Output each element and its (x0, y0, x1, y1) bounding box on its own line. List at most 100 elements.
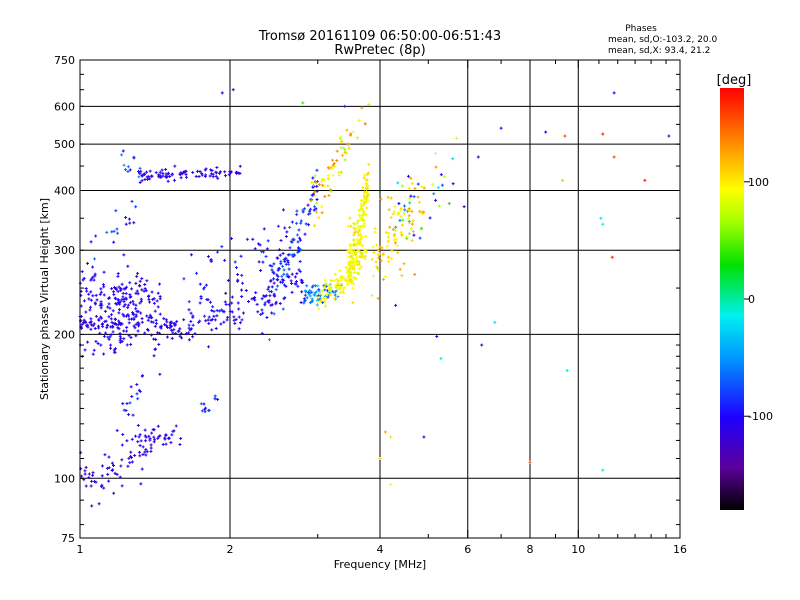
colorbar-tick-label: 100 (748, 176, 769, 189)
o-echo-point (303, 232, 307, 236)
o-echo-point (104, 331, 108, 335)
o-echo-point (293, 282, 297, 286)
o-echo-point (262, 227, 266, 231)
x-echo-point (348, 251, 352, 255)
o-echo-point (153, 324, 157, 328)
o-echo-point (268, 294, 272, 298)
o-echo-point (117, 308, 121, 312)
x-echo-point (420, 185, 424, 189)
x-echo-point (416, 182, 420, 186)
x-echo-point (313, 174, 317, 178)
scattered-echo-point (422, 435, 426, 439)
o-echo-point (197, 320, 201, 324)
x-echo-point (409, 227, 413, 231)
x-echo-point (392, 234, 396, 238)
o-echo-point (138, 180, 142, 184)
o-echo-point (234, 170, 238, 174)
o-echo-point (99, 306, 103, 310)
o-echo-point (138, 166, 142, 170)
x-echo-point (315, 201, 319, 205)
x-echo-point (352, 276, 356, 280)
x-echo-point (363, 224, 367, 228)
x-echo-point (358, 225, 362, 229)
o-echo-point (112, 240, 116, 244)
o-echo-point (303, 289, 307, 293)
o-echo-point (168, 174, 172, 178)
o-echo-point (178, 334, 182, 338)
o-echo-point (107, 455, 111, 459)
o-echo-point (282, 278, 286, 282)
x-echo-point (407, 214, 411, 218)
o-echo-point (138, 444, 142, 448)
o-echo-point (107, 297, 111, 301)
x-echo-point (349, 244, 353, 248)
o-echo-point (157, 173, 161, 177)
o-echo-point (295, 209, 299, 213)
o-echo-point (232, 318, 236, 322)
o-echo-point (127, 413, 131, 417)
o-echo-point (136, 423, 140, 427)
x-echo-point (393, 241, 397, 245)
scattered-echo-point (561, 178, 565, 182)
o-echo-point (129, 456, 133, 460)
phases-o-line: mean, sd,O:-103.2, 20.0 (608, 35, 718, 45)
o-echo-point (164, 324, 168, 328)
o-echo-point (107, 302, 111, 306)
o-echo-point (298, 238, 302, 242)
x-echo-point (370, 257, 374, 261)
o-echo-point (277, 248, 281, 252)
x-echo-point (334, 285, 338, 289)
x-echo-point (338, 269, 342, 273)
o-echo-point (272, 312, 276, 316)
x-echo-point (362, 193, 366, 197)
o-echo-point (295, 280, 299, 284)
o-echo-point (260, 250, 264, 254)
o-echo-point (139, 311, 143, 315)
o-echo-point (229, 237, 233, 241)
scattered-echo-point (667, 134, 671, 138)
y-axis: 75 100 200 300 400 500 600 750 (54, 54, 680, 545)
o-echo-point (298, 236, 302, 240)
o-echo-point (104, 319, 108, 323)
o-echo-point (301, 208, 305, 212)
x-echo-point (339, 291, 343, 295)
o-echo-point (167, 436, 171, 440)
x-echo-point (405, 209, 409, 213)
o-echo-point (259, 269, 263, 273)
o-echo-point (259, 313, 263, 317)
x-echo-point (329, 288, 333, 292)
o-echo-point (222, 320, 226, 324)
o-echo-point (89, 278, 93, 282)
o-echo-point (291, 238, 295, 242)
o-echo-point (145, 450, 149, 454)
x-echo-point (402, 204, 406, 208)
phases-x-line: mean, sd,X: 93.4, 21.2 (608, 46, 710, 56)
o-echo-point (118, 338, 122, 342)
o-echo-point (163, 323, 167, 327)
x-echo-point (372, 250, 376, 254)
x-echo-point (418, 236, 422, 240)
o-echo-point (156, 331, 160, 335)
o-echo-point (291, 253, 295, 257)
scattered-echo-point (378, 456, 382, 460)
o-echo-point (162, 317, 166, 321)
o-echo-point (123, 303, 127, 307)
grid (80, 60, 680, 538)
x-echo-point (356, 225, 360, 229)
o-echo-point (147, 297, 151, 301)
o-echo-point (90, 479, 94, 483)
o-echo-point (118, 334, 122, 338)
scattered-echo-point (389, 435, 393, 439)
o-echo-point (160, 168, 164, 172)
o-echo-point (158, 170, 162, 174)
x-echo-point (411, 230, 415, 234)
o-echo-point (124, 222, 128, 226)
x-echo-point (388, 225, 392, 229)
o-echo-point (147, 434, 151, 438)
x-echo-point (317, 291, 321, 295)
o-echo-point (129, 385, 133, 389)
o-echo-point (110, 320, 114, 324)
x-echo-point (455, 136, 459, 140)
x-echo-point (365, 206, 369, 210)
o-echo-point (278, 253, 282, 257)
